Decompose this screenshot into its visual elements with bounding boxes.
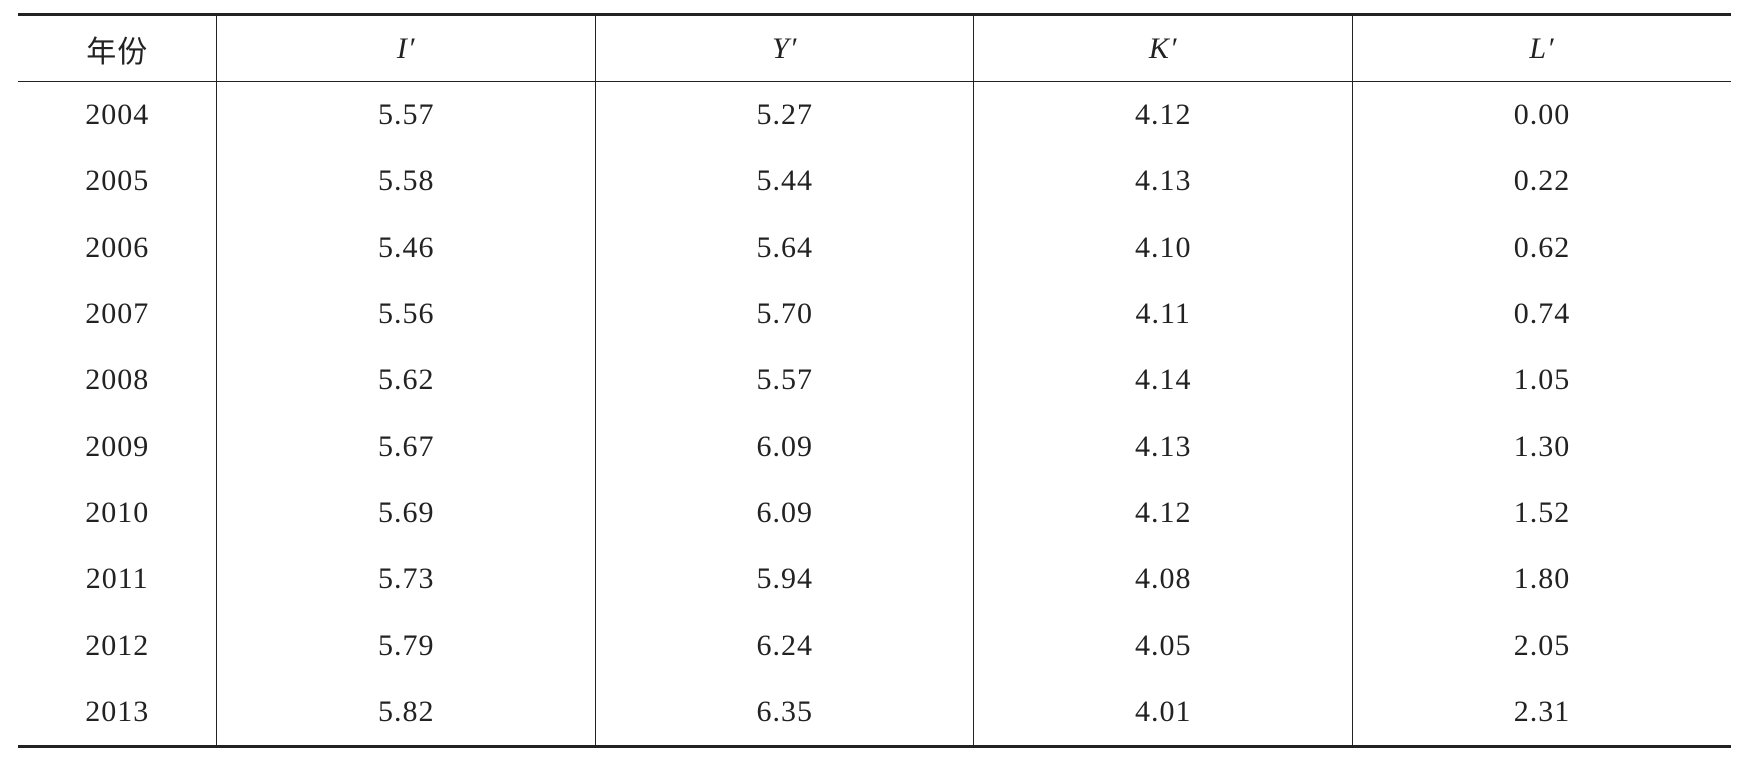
header-cell: I′: [216, 14, 596, 82]
year-cell: 2011: [85, 562, 149, 596]
value-cell: 0.00: [1351, 81, 1731, 149]
year-cell: 2008: [85, 363, 150, 397]
value-cell: 5.62: [216, 347, 596, 414]
header-cell: Y′: [594, 14, 974, 82]
value-cell: 6.09: [594, 413, 974, 480]
year-cell: 2005: [85, 164, 150, 198]
value-cell: 4.10: [973, 214, 1353, 281]
value-cell: 5.57: [216, 81, 596, 149]
year-cell: 2009: [85, 429, 150, 463]
value-cell: 0.22: [1351, 148, 1731, 215]
value-cell: 1.80: [1351, 546, 1731, 613]
value-cell: 5.44: [594, 148, 974, 215]
value-cell: 4.08: [973, 546, 1353, 613]
table-row: 2004 5.57 5.27 4.12 0.00: [18, 81, 1731, 149]
value-cell: 4.13: [973, 148, 1353, 215]
value-cell: 4.01: [973, 678, 1353, 747]
header-row: 年份 I′ Y′ K′ L′: [18, 14, 1731, 82]
header-cell: 年份: [18, 14, 217, 82]
value-cell: 5.79: [216, 612, 596, 679]
value-cell: 4.12: [973, 479, 1353, 547]
value-cell: 4.05: [973, 612, 1353, 679]
header-cell: K′: [973, 14, 1353, 82]
value-cell: 1.05: [1351, 347, 1731, 414]
header-cell: L′: [1351, 14, 1731, 82]
value-cell: 5.56: [216, 280, 596, 348]
value-cell: 4.14: [973, 347, 1353, 414]
value-cell: 5.69: [216, 479, 596, 547]
year-cell: 2007: [85, 297, 150, 331]
value-cell: 0.62: [1351, 214, 1731, 281]
year-cell: 2012: [85, 628, 150, 662]
table-row: 2007 5.56 5.70 4.11 0.74: [18, 280, 1731, 348]
table-row: 2012 5.79 6.24 4.05 2.05: [18, 612, 1731, 679]
value-cell: 6.24: [594, 612, 974, 679]
year-cell: 2004: [85, 98, 150, 132]
value-cell: 5.46: [216, 214, 596, 281]
value-cell: 5.70: [594, 280, 974, 348]
table-row: 2011 5.73 5.94 4.08 1.80: [18, 546, 1731, 613]
value-cell: 4.13: [973, 413, 1353, 480]
value-cell: 1.30: [1351, 413, 1731, 480]
table-row: 2005 5.58 5.44 4.13 0.22: [18, 148, 1731, 215]
year-cell: 2013: [85, 694, 150, 728]
value-cell: 4.11: [973, 280, 1353, 348]
value-cell: 5.82: [216, 678, 596, 747]
table-row: 2008 5.62 5.57 4.14 1.05: [18, 347, 1731, 414]
table-row: 2006 5.46 5.64 4.10 0.62: [18, 214, 1731, 281]
value-cell: 1.52: [1351, 479, 1731, 547]
table-row: 2013 5.82 6.35 4.01 2.31: [18, 678, 1731, 747]
value-cell: 5.67: [216, 413, 596, 480]
year-cell: 2006: [85, 230, 150, 264]
table-row: 2010 5.69 6.09 4.12 1.52: [18, 479, 1731, 547]
value-cell: 4.12: [973, 81, 1353, 149]
value-cell: 5.27: [594, 81, 974, 149]
value-cell: 5.64: [594, 214, 974, 281]
value-cell: 5.73: [216, 546, 596, 613]
year-cell: 2010: [85, 495, 150, 529]
value-cell: 5.57: [594, 347, 974, 414]
value-cell: 2.05: [1351, 612, 1731, 679]
value-cell: 6.09: [594, 479, 974, 547]
data-table: 年份 I′ Y′ K′ L′ 2004 5.57 5.27 4.12 0.00 2005 5.58 5…: [18, 13, 1731, 748]
value-cell: 5.58: [216, 148, 596, 215]
value-cell: 0.74: [1351, 280, 1731, 348]
value-cell: 6.35: [594, 678, 974, 747]
value-cell: 5.94: [594, 546, 974, 613]
table-row: 2009 5.67 6.09 4.13 1.30: [18, 413, 1731, 480]
value-cell: 2.31: [1351, 678, 1731, 747]
